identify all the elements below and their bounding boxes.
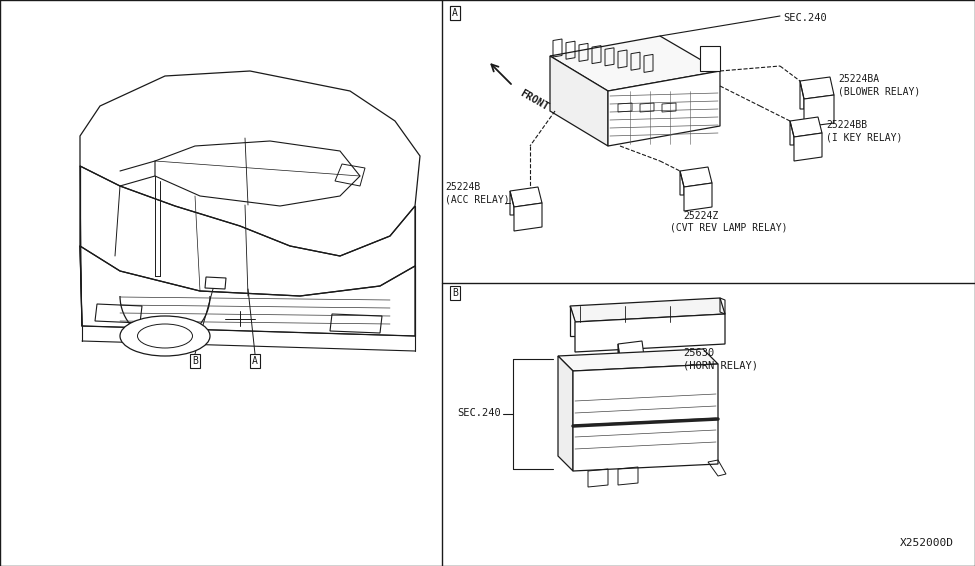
Polygon shape xyxy=(510,187,542,207)
Polygon shape xyxy=(800,77,834,99)
Polygon shape xyxy=(684,183,712,211)
Text: X252000D: X252000D xyxy=(900,538,954,548)
Text: (CVT REV LAMP RELAY): (CVT REV LAMP RELAY) xyxy=(670,223,788,233)
Ellipse shape xyxy=(137,324,192,348)
Polygon shape xyxy=(573,364,718,471)
Polygon shape xyxy=(558,349,718,371)
Text: 25630: 25630 xyxy=(683,348,715,358)
Text: 25224B: 25224B xyxy=(445,182,481,192)
Polygon shape xyxy=(618,341,644,359)
Polygon shape xyxy=(680,167,712,187)
Text: (BLOWER RELAY): (BLOWER RELAY) xyxy=(838,86,920,96)
Text: (I KEY RELAY): (I KEY RELAY) xyxy=(826,132,903,142)
Polygon shape xyxy=(558,356,573,471)
Polygon shape xyxy=(700,46,720,71)
Text: B: B xyxy=(452,288,458,298)
Text: (HORN RELAY): (HORN RELAY) xyxy=(683,360,758,370)
Text: SEC.240: SEC.240 xyxy=(783,13,827,23)
Text: (ACC RELAY): (ACC RELAY) xyxy=(445,194,510,204)
Polygon shape xyxy=(575,314,725,352)
Text: A: A xyxy=(452,8,458,18)
Polygon shape xyxy=(550,56,608,146)
Ellipse shape xyxy=(120,316,210,356)
Text: FRONT: FRONT xyxy=(518,88,550,112)
Polygon shape xyxy=(514,203,542,231)
Text: 25224BA: 25224BA xyxy=(838,74,879,84)
Polygon shape xyxy=(620,356,644,383)
Polygon shape xyxy=(550,36,720,91)
Polygon shape xyxy=(570,298,725,322)
Polygon shape xyxy=(570,306,575,336)
Text: A: A xyxy=(253,356,258,366)
Polygon shape xyxy=(794,133,822,161)
Polygon shape xyxy=(608,71,720,146)
Polygon shape xyxy=(790,117,822,137)
Text: SEC.240: SEC.240 xyxy=(457,408,501,418)
Polygon shape xyxy=(804,95,834,127)
Text: 25224BB: 25224BB xyxy=(826,120,867,130)
Text: 25224Z: 25224Z xyxy=(683,211,719,221)
Text: B: B xyxy=(192,356,198,366)
Text: A: A xyxy=(452,8,458,18)
